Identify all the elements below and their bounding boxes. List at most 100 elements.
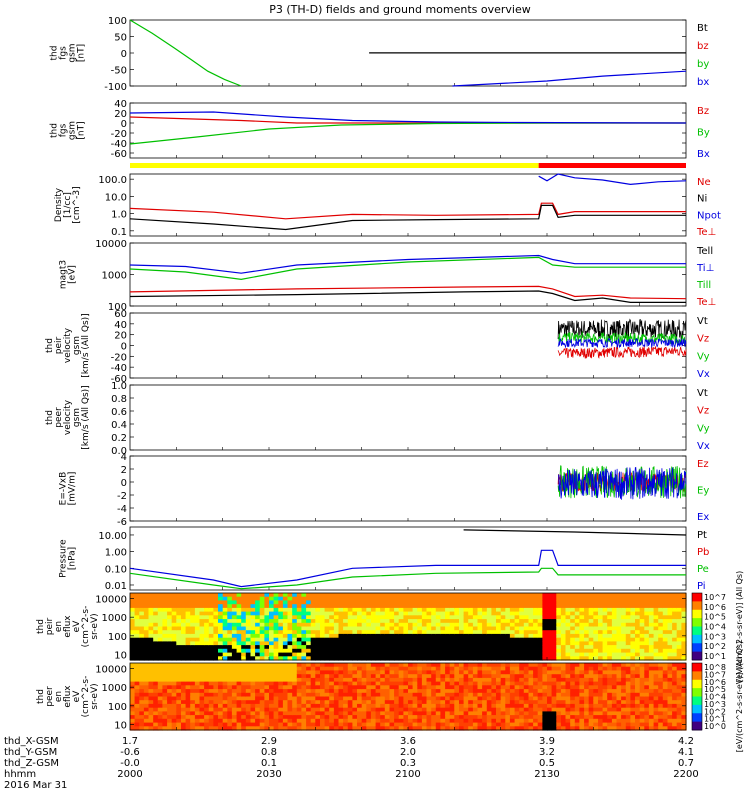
panel-9: 10.00 1.00 0.10 0.01 Pressure [nPa] Pt Pb Pe Pi [59,526,709,592]
y-tick-label: 100.0 [98,175,127,186]
y-axis-label: [nT] [77,44,87,62]
series-line-Bx [129,111,687,124]
x-axis-value: 0.1 [261,758,277,769]
strip-segment-2 [538,163,686,168]
y-axis-label: velocity [63,399,73,435]
y-tick-label: 1.0 [111,210,127,221]
colorbar-frame [691,592,703,661]
x-axis-value: 2.9 [261,736,277,747]
legend-label: Npot [697,210,721,221]
x-axis-value: -0.0 [120,758,140,769]
legend-label: Tell [696,246,713,257]
panel-1: 100 50 0 -50 -100 thd fgs gsm [nT] Bt bz by bx [50,16,710,93]
legend-label: Pi [697,581,706,592]
y-tick-label: 10 [114,720,127,731]
legend-label: Bx [697,149,710,160]
series-line-Vz [557,345,687,359]
series-line-Till [129,256,686,281]
y-axis-label: [cm^-3] [72,186,82,223]
colorbar-band [692,663,702,672]
y-axis-label: [km/s (All Qs)] [81,385,91,449]
y-tick-label: -50 [111,66,127,77]
y-axis-label: en [54,621,64,632]
panel-5: 10000 1000 100 magt3 [eV] Tell Ti⊥ Till Te⊥ [59,239,717,313]
legend-label: Te⊥ [696,227,716,238]
y-axis-label: gsm [72,408,82,427]
colorbar-band [692,679,702,689]
y-axis-label: thd [45,410,55,425]
x-axis-value: 0.8 [261,747,277,758]
y-axis-label: eV [72,690,82,703]
y-tick-label: 20 [114,109,127,120]
y-axis-label: peer [54,407,64,428]
colorbar-band [692,609,702,619]
colorbar-tick-label: 10^8 [704,663,726,672]
panel-frame [129,242,687,307]
y-axis-label: thd [36,619,46,634]
colorbar: 10^810^710^610^510^410^310^210^110^0 [eV/… [691,641,744,752]
legend-label: By [697,128,710,139]
series-line-Ni [129,204,686,231]
y-tick-label: 50 [114,33,127,44]
y-tick-label: 0.01 [105,581,127,592]
x-axis-row-label: thd_Z-GSM [4,758,59,769]
y-tick-label: 100 [108,632,127,643]
y-tick-label: 10.0 [105,192,127,203]
x-axis-row-label: thd_X-GSM [4,736,59,747]
series-line-Npot [538,173,687,186]
legend-label: Ni [697,194,707,205]
strip-segment-1 [130,163,539,168]
y-tick-label: -20 [111,352,127,363]
colorbar-band [692,688,702,697]
y-axis-label: sr-eV) [90,613,100,639]
colorbar-band [692,618,702,627]
colorbar-tick-label: 10^1 [704,715,726,724]
series-line-Ti⊥ [129,254,686,274]
y-tick-label: 20 [114,331,127,342]
y-tick-label: -40 [111,363,127,374]
x-axis-value: 4.2 [678,736,694,747]
x-axis-value: 2130 [534,769,559,780]
y-axis-label: peer [45,686,55,707]
x-axis-value: 2200 [673,769,698,780]
colorbar-tick-label: 10^5 [704,685,726,694]
x-axis-value: 2030 [256,769,281,780]
legend-label: Pb [697,547,709,558]
x-axis-value: -0.6 [120,747,140,758]
x-axis-value: 2100 [395,769,420,780]
panel-3 [130,163,686,168]
series-line-Pe [129,567,686,590]
colorbar-tick-label: 10^4 [704,623,726,632]
y-axis-label: fgs [59,123,69,137]
y-tick-label: 0 [121,49,127,60]
x-axis-row-label: hhmm [4,769,36,780]
y-axis-label: thd [50,123,60,138]
x-axis-value: 0.5 [539,758,555,769]
y-tick-label: 2 [121,465,127,476]
y-axis-label: thd [45,338,55,353]
y-tick-label: 100 [108,16,127,27]
y-tick-label: -100 [104,82,127,93]
series-line-By [129,122,686,145]
y-axis-label: thd [36,689,46,704]
panel-frame [129,102,687,159]
panel-frame [129,384,687,451]
panel-8: 4 2 0 -2 -4 -6 E=-VxB [mV/m] Ez Ey Ex [59,452,710,528]
panel-11: 10^810^710^610^510^410^310^210^110^0 [eV/… [36,641,744,752]
panel-4: 100.0 10.0 1.0 0.1 Density [1/cc] [cm^-3] Ne Ni N… [54,173,721,238]
y-tick-label: -2 [117,491,127,502]
panel-frame [129,173,687,237]
y-tick-label: 0 [121,119,127,130]
panel-7: 1.0 0.8 0.6 0.4 0.2 0.0 thd peer velocity gsm [km/… [45,381,710,457]
colorbar-band [692,713,702,723]
y-axis-label: eflux [63,615,73,638]
y-axis-label: eV [72,620,82,633]
legend-label: Bt [697,23,708,34]
y-axis-label: Density [54,187,64,222]
x-axis-value: 3.9 [539,736,555,747]
colorbar-tick-label: 10^2 [704,642,726,651]
heatmap-cells [130,593,687,661]
colorbar-band [692,601,702,611]
x-axis-value: 3.6 [400,736,416,747]
